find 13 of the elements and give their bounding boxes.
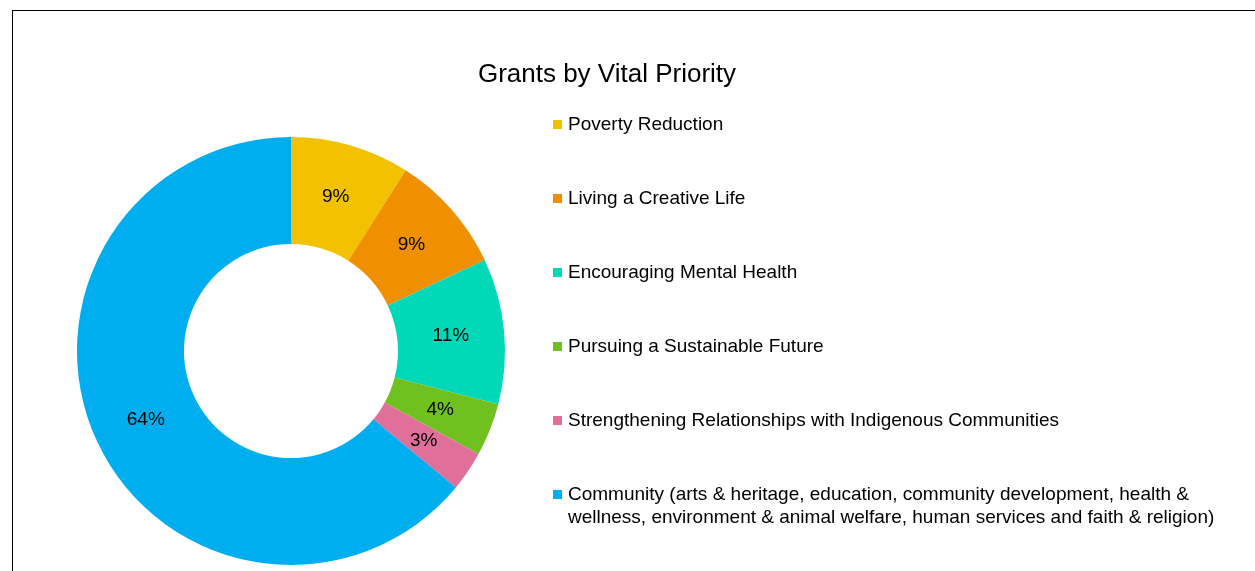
chart-title: Grants by Vital Priority [476, 58, 738, 89]
legend-label: Strengthening Relationships with Indigenous Communities [568, 408, 1060, 431]
data-label: 3% [410, 429, 438, 451]
data-label: 9% [397, 233, 426, 255]
data-label: 11% [432, 324, 470, 346]
data-label: 4% [426, 398, 455, 420]
legend-label: Encouraging Mental Health [568, 260, 798, 283]
legend-label: Community (arts & heritage, education, community development, health & wellness, environment & animal welfare, human services and faith & religion) [568, 482, 1216, 528]
legend-label: Living a Creative Life [568, 186, 746, 209]
data-label: 9% [322, 185, 350, 207]
legend-label: Pursuing a Sustainable Future [568, 334, 824, 357]
legend-label: Poverty Reduction [568, 112, 724, 135]
data-label: 64% [126, 407, 165, 429]
